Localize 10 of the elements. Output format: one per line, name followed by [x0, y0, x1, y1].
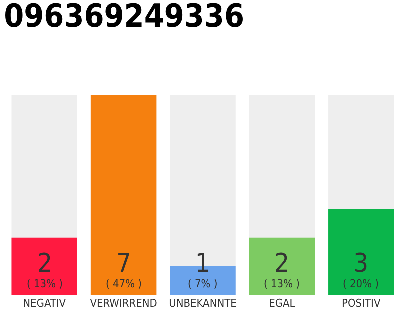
data-label: 3 ( 20% )	[343, 249, 380, 291]
x-tick-label: POSITIV	[342, 297, 381, 310]
data-label: 2 ( 13% )	[264, 249, 300, 291]
x-tick-label: UNBEKANNTE	[169, 297, 237, 310]
x-tick-label: NEGATIV	[23, 297, 66, 310]
x-tick-label: EGAL	[269, 297, 296, 310]
x-tick-label: VERWIRREND	[90, 297, 158, 310]
chart-title: 096369249336	[4, 0, 244, 36]
data-label: 2 ( 13% )	[27, 249, 64, 291]
data-label: 7 ( 47% )	[106, 249, 142, 291]
